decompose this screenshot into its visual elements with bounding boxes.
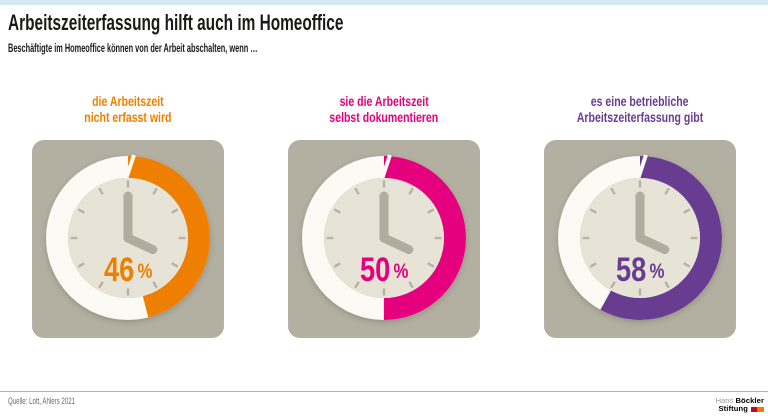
- chart-label-line-1: es eine betriebliche: [591, 94, 689, 109]
- clock-tick: [610, 281, 616, 289]
- clock-tick: [683, 262, 691, 268]
- footer-divider: [0, 391, 768, 392]
- top-accent-bar: [0, 0, 768, 5]
- percent-value: 46%: [32, 252, 224, 293]
- chart-label-line-1: die Arbeitszeit: [92, 94, 164, 109]
- clock-donut-chart: [558, 154, 722, 320]
- chart-label-line-2: nicht erfasst wird: [84, 110, 172, 125]
- logo-boeckler: Böckler: [735, 396, 764, 405]
- chart-panel: die Arbeitszeit nicht erfasst wird 46%: [32, 94, 224, 338]
- clock-tick: [427, 262, 435, 268]
- logo-flag-icon: [751, 406, 764, 412]
- clock-tick: [664, 281, 670, 289]
- brand-logo: Hans Böckler Stiftung: [715, 396, 764, 414]
- donut-start-notch: [124, 154, 136, 180]
- clock-tick: [333, 262, 341, 268]
- clock-card: 50%: [288, 140, 480, 338]
- clock-tick: [589, 208, 597, 214]
- clock-donut-chart: [46, 154, 210, 320]
- clock-tick: [683, 208, 691, 214]
- clock-tick: [98, 281, 104, 289]
- clock-card: 58%: [544, 140, 736, 338]
- percent-value: 58%: [544, 252, 736, 293]
- logo-stiftung: Stiftung: [718, 404, 748, 414]
- source-text: Quelle: Lott, Ahlers 2021: [8, 396, 76, 406]
- chart-panel: sie die Arbeitszeit selbst dokumentieren…: [288, 94, 480, 338]
- percent-sign: %: [649, 260, 665, 283]
- clock-tick: [77, 262, 85, 268]
- clock-tick: [333, 208, 341, 214]
- clock-tick: [152, 187, 158, 195]
- clock-tick: [427, 208, 435, 214]
- clock-tick: [98, 187, 104, 195]
- clock-card: 46%: [32, 140, 224, 338]
- percent-value: 50%: [288, 252, 480, 293]
- clock-tick: [664, 187, 670, 195]
- clock-tick: [171, 262, 179, 268]
- page-title: Arbeitszeiterfassung hilft auch im Homeo…: [8, 10, 344, 35]
- hour-hand-icon: [123, 233, 158, 255]
- hour-hand-icon: [635, 233, 670, 255]
- clock-tick: [408, 187, 414, 195]
- donut-start-notch: [636, 154, 648, 180]
- clock-ticks: [326, 180, 442, 296]
- percent-digits: 46: [103, 251, 135, 289]
- clock-tick: [589, 262, 597, 268]
- chart-label-line-2: Arbeitszeiterfassung gibt: [576, 110, 704, 125]
- logo-hans: Hans: [715, 396, 734, 405]
- clock-tick: [354, 281, 360, 289]
- clock-tick: [152, 281, 158, 289]
- clock-ticks: [70, 180, 186, 296]
- chart-label-line-2: selbst dokumentieren: [329, 110, 439, 125]
- clock-donut-chart: [302, 154, 466, 320]
- clock-hands-icon: [635, 191, 670, 255]
- clock-tick: [171, 208, 179, 214]
- chart-label: es eine betriebliche Arbeitszeiterfassun…: [544, 94, 736, 126]
- logo-line-2: Stiftung: [716, 405, 764, 413]
- chart-label: die Arbeitszeit nicht erfasst wird: [32, 94, 224, 126]
- clock-tick: [408, 281, 414, 289]
- percent-sign: %: [393, 260, 409, 283]
- chart-label: sie die Arbeitszeit selbst dokumentieren: [288, 94, 480, 126]
- percent-sign: %: [137, 260, 153, 283]
- chart-label-line-1: sie die Arbeitszeit: [339, 94, 429, 109]
- clock-tick: [354, 187, 360, 195]
- clock-tick: [77, 208, 85, 214]
- percent-digits: 58: [615, 251, 647, 289]
- percent-digits: 50: [359, 251, 391, 289]
- clock-hands-icon: [123, 191, 158, 255]
- logo-line-1: Hans Böckler: [715, 396, 764, 405]
- hour-hand-icon: [379, 233, 414, 255]
- page-subtitle: Beschäftigte im Homeoffice können von de…: [8, 43, 258, 55]
- donut-start-notch: [380, 154, 392, 180]
- clock-tick: [610, 187, 616, 195]
- chart-panel: es eine betriebliche Arbeitszeiterfassun…: [544, 94, 736, 338]
- clock-ticks: [582, 180, 698, 296]
- clock-hands-icon: [379, 191, 414, 255]
